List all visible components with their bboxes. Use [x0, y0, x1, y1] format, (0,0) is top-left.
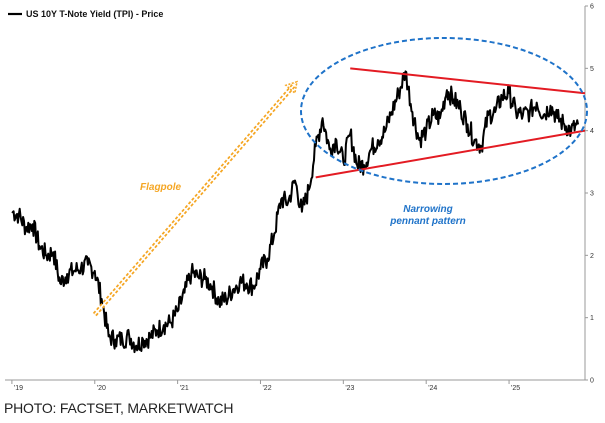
- series-layer: [11, 70, 580, 354]
- y-tick-label: 4: [590, 128, 594, 135]
- y-tick-label: 2: [590, 253, 594, 260]
- flagpole-arrowhead: [284, 80, 298, 95]
- series-line: [11, 70, 580, 354]
- x-tick-label: '24: [428, 385, 437, 392]
- x-tick-label: '21: [180, 385, 189, 392]
- pennant-label-line: Narrowing: [403, 204, 452, 215]
- flagpole-label: Flagpole: [140, 182, 182, 193]
- pennant-label-line: pennant pattern: [389, 216, 466, 227]
- flagpole-arrow-core: [94, 83, 296, 316]
- legend-label: US 10Y T-Note Yield (TPI) - Price: [26, 9, 163, 19]
- legend: US 10Y T-Note Yield (TPI) - Price: [8, 9, 163, 19]
- chart: 0 1 2 3 4 5 6 '19 '20 '21 '22 '23 '24 '25 US 10Y T-N…: [5, 4, 594, 392]
- y-axis: 0 1 2 3 4 5 6: [585, 4, 594, 385]
- x-tick-label: '23: [345, 385, 354, 392]
- y-tick-label: 5: [590, 66, 594, 73]
- y-tick-label: 0: [590, 378, 594, 385]
- x-tick-label: '22: [262, 385, 271, 392]
- x-tick-label: '20: [97, 385, 106, 392]
- y-tick-label: 3: [590, 191, 594, 198]
- pennant-ellipse: [300, 37, 588, 185]
- x-axis: '19 '20 '21 '22 '23 '24 '25: [11, 380, 520, 392]
- x-tick-label: '19: [14, 385, 23, 392]
- x-tick-label: '25: [511, 385, 520, 392]
- overlay-layer: [92, 37, 588, 317]
- plot-frame: [5, 6, 586, 381]
- y-tick-label: 6: [590, 4, 594, 11]
- pennant-upper-trendline: [350, 67, 586, 95]
- photo-credit: PHOTO: FACTSET, MARKETWATCH: [4, 400, 234, 416]
- y-tick-label: 1: [590, 315, 594, 322]
